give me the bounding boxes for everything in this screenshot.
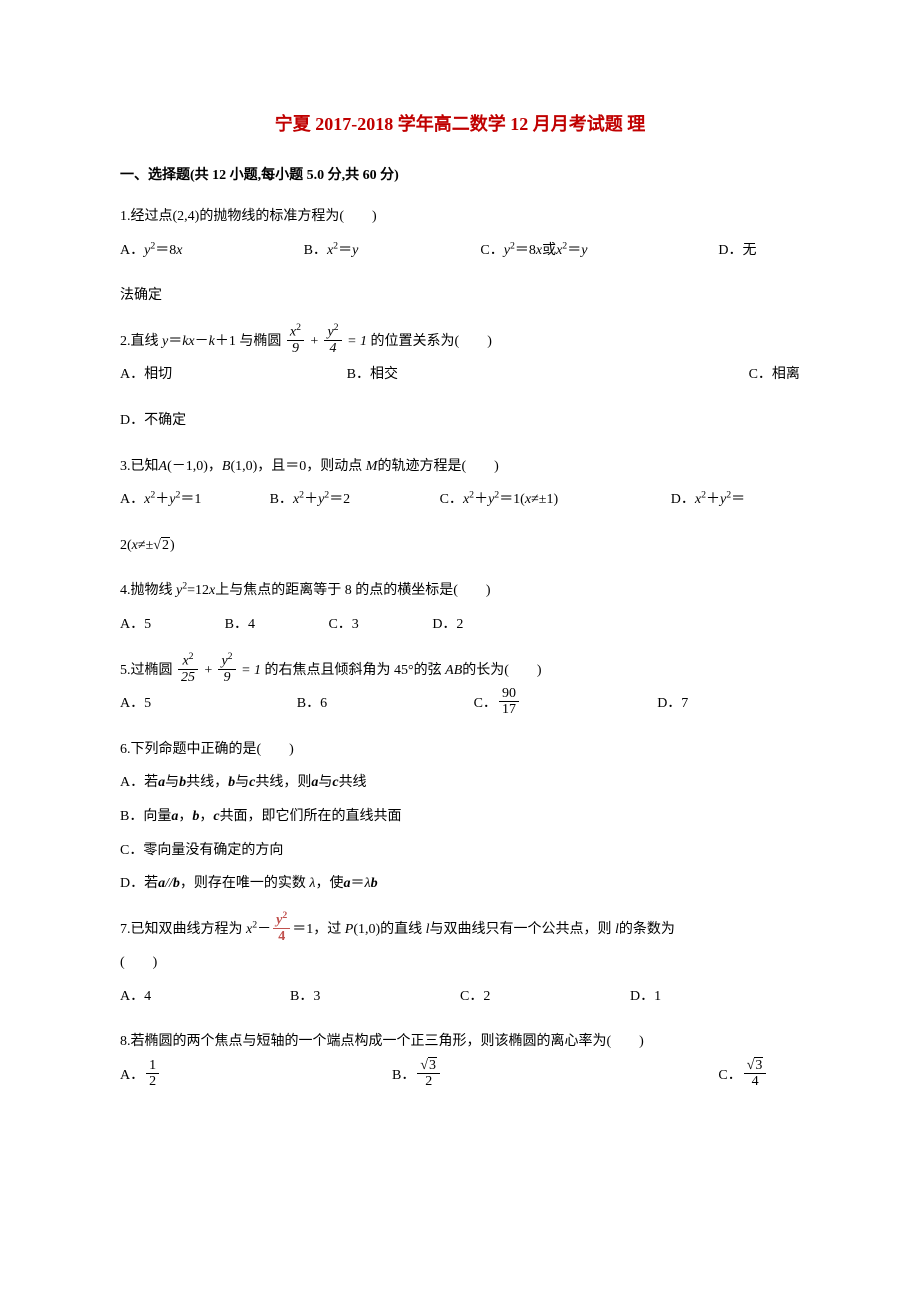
- q5-options: A．5 B．6 C．9017 D．7: [120, 687, 800, 721]
- question-8: 8.若椭圆的两个焦点与短轴的一个端点构成一个正三角形，则该椭圆的离心率为( ) …: [120, 1025, 800, 1092]
- question-6: 6.下列命题中正确的是( ) A．若a与b共线，b与c共线，则a与c共线 B．向…: [120, 733, 800, 901]
- q1-opt-b: B．x2＝y: [304, 234, 481, 268]
- q3-opt-d: D．x2＋y2＝: [671, 483, 800, 517]
- q4-opt-c: C．3: [328, 608, 358, 642]
- q7-opt-c: C．2: [460, 980, 630, 1014]
- q2-opt-a: A．相切: [120, 358, 347, 392]
- q7-stem: 7.已知双曲线方程为 x2－y24＝1，过 P(1,0)的直线 l与双曲线只有一…: [120, 913, 800, 947]
- q5-opt-d: D．7: [657, 687, 688, 721]
- q8-opt-c: C．34: [718, 1059, 800, 1093]
- q3-opt-b: B．x2＋y2＝2: [270, 483, 440, 517]
- q4-opt-d: D．2: [432, 608, 463, 642]
- q6-opt-c: C．零向量没有确定的方向: [120, 834, 800, 868]
- q4-opt-b: B．4: [225, 608, 255, 642]
- q5-opt-a: A．5: [120, 687, 297, 721]
- question-5: 5.过椭圆 x225 + y29 = 1 的右焦点且倾斜角为 45°的弦 AB的…: [120, 654, 800, 721]
- q5-stem: 5.过椭圆 x225 + y29 = 1 的右焦点且倾斜角为 45°的弦 AB的…: [120, 654, 800, 688]
- q4-stem: 4.抛物线 y2=12x上与焦点的距离等于 8 的点的横坐标是( ): [120, 574, 800, 608]
- page-title: 宁夏 2017-2018 学年高二数学 12 月月考试题 理: [120, 110, 800, 136]
- q8-stem: 8.若椭圆的两个焦点与短轴的一个端点构成一个正三角形，则该椭圆的离心率为( ): [120, 1025, 800, 1059]
- q1-stem: 1.经过点(2,4)的抛物线的标准方程为( ): [120, 200, 800, 234]
- q7-opt-a: A．4: [120, 980, 290, 1014]
- q3-continuation: 2(x≠±2): [120, 529, 800, 563]
- q5-opt-b: B．6: [297, 687, 474, 721]
- q7-opt-d: D．1: [630, 980, 800, 1014]
- q4-options: A．5 B．4 C．3 D．2: [120, 608, 800, 642]
- q1-continuation: 法确定: [120, 279, 800, 313]
- q1-opt-a: A．y2＝8x: [120, 234, 304, 268]
- q6-opt-d: D．若a//b，则存在唯一的实数 λ，使a＝λb: [120, 867, 800, 901]
- q2-opt-d: D．不确定: [120, 404, 800, 438]
- q2-opt-b: B．相交: [347, 358, 574, 392]
- q3-opt-a: A．x2＋y2＝1: [120, 483, 270, 517]
- q6-opt-a: A．若a与b共线，b与c共线，则a与c共线: [120, 766, 800, 800]
- q4-opt-a: A．5: [120, 608, 151, 642]
- question-1: 1.经过点(2,4)的抛物线的标准方程为( ) A．y2＝8x B．x2＝y C…: [120, 200, 800, 267]
- q5-opt-c: C．9017: [474, 687, 658, 721]
- q3-stem: 3.已知A(－1,0)，B(1,0)，且＝0，则动点 M的轨迹方程是( ): [120, 450, 800, 484]
- q2-opt-c: C．相离: [573, 358, 800, 392]
- q7-opt-b: B．3: [290, 980, 460, 1014]
- q1-opt-d: D．无: [718, 234, 800, 268]
- question-7: 7.已知双曲线方程为 x2－y24＝1，过 P(1,0)的直线 l与双曲线只有一…: [120, 913, 800, 1014]
- q1-opt-c: C．y2＝8x或x2＝y: [480, 234, 718, 268]
- q1-options: A．y2＝8x B．x2＝y C．y2＝8x或x2＝y D．无: [120, 234, 800, 268]
- q3-opt-c: C．x2＋y2＝1(x≠±1): [440, 483, 671, 517]
- q8-opt-b: B．32: [392, 1059, 718, 1093]
- q3-options: A．x2＋y2＝1 B．x2＋y2＝2 C．x2＋y2＝1(x≠±1) D．x2…: [120, 483, 800, 517]
- q2-options: A．相切 B．相交 C．相离: [120, 358, 800, 392]
- q7-paren: ( ): [120, 946, 800, 980]
- q6-opt-b: B．向量a，b，c共面，即它们所在的直线共面: [120, 800, 800, 834]
- question-4: 4.抛物线 y2=12x上与焦点的距离等于 8 的点的横坐标是( ) A．5 B…: [120, 574, 800, 641]
- q8-opt-a: A．12: [120, 1059, 392, 1093]
- section-header: 一、选择题(共 12 小题,每小题 5.0 分,共 60 分): [120, 164, 800, 184]
- q8-options: A．12 B．32 C．34: [120, 1059, 800, 1093]
- q2-stem: 2.直线 y＝kx－k＋1 与椭圆 x29 + y24 = 1 的位置关系为( …: [120, 325, 800, 359]
- q7-options: A．4 B．3 C．2 D．1: [120, 980, 800, 1014]
- q6-stem: 6.下列命题中正确的是( ): [120, 733, 800, 767]
- question-2: 2.直线 y＝kx－k＋1 与椭圆 x29 + y24 = 1 的位置关系为( …: [120, 325, 800, 392]
- question-3: 3.已知A(－1,0)，B(1,0)，且＝0，则动点 M的轨迹方程是( ) A．…: [120, 450, 800, 517]
